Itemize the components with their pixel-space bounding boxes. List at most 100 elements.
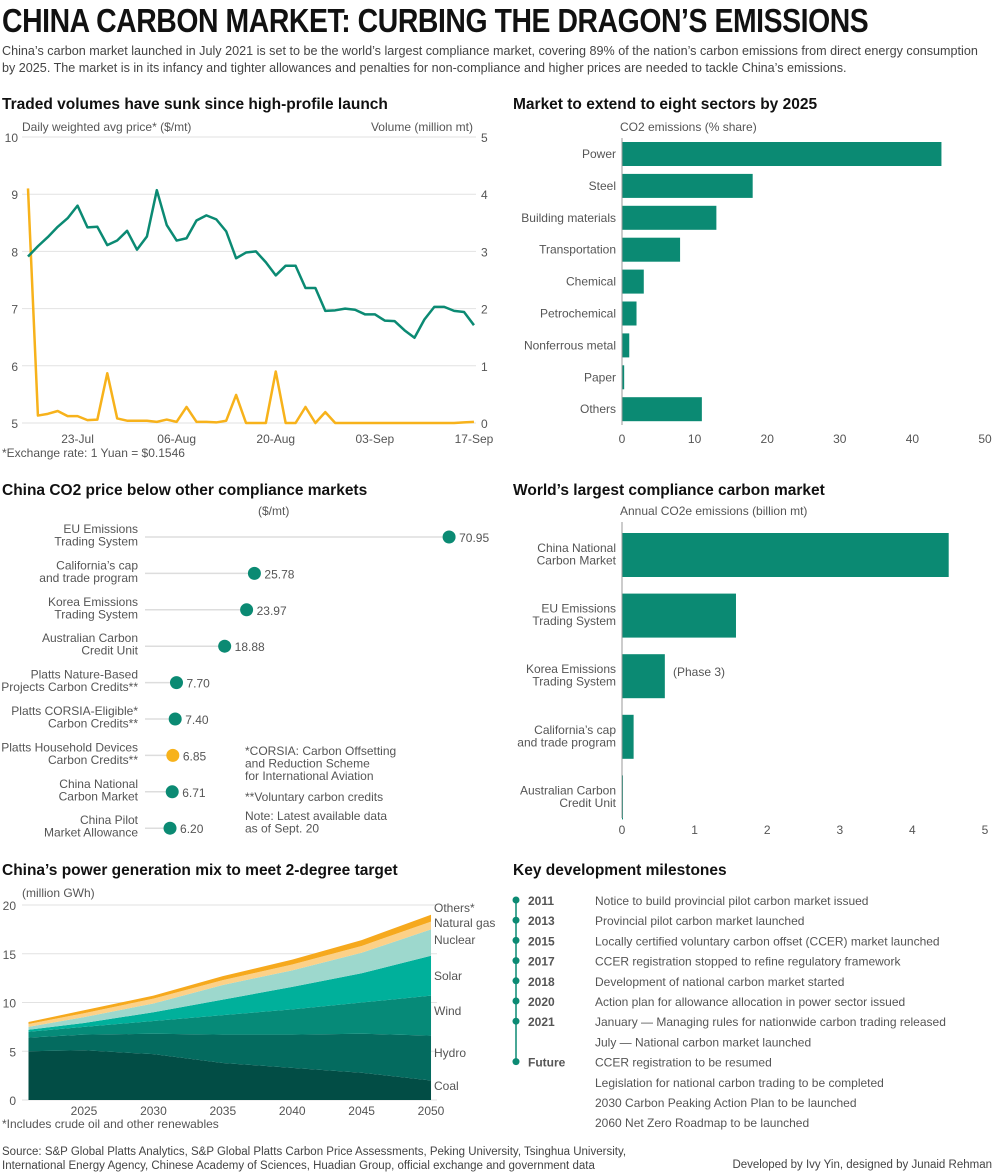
- x-tick-label: 30: [833, 432, 847, 446]
- series-label: Wind: [434, 1004, 461, 1018]
- price-dot: [218, 639, 232, 653]
- market-label: Carbon Credits**: [48, 753, 138, 767]
- price-dot: [240, 603, 254, 617]
- timeline-dot: [512, 997, 520, 1005]
- market-bar: [622, 533, 949, 577]
- milestone-text: Provincial pilot carbon market launched: [595, 914, 804, 928]
- x-tick-label: 06-Aug: [157, 432, 196, 446]
- market-label: EU Emissions: [541, 602, 616, 616]
- chart-title-sectors: Market to extend to eight sectors by 202…: [513, 96, 818, 113]
- x-tick-label: 17-Sep: [455, 432, 494, 446]
- y-tick-label: 20: [3, 899, 17, 913]
- market-label: Korea Emissions: [48, 595, 138, 609]
- bar-others: [622, 397, 702, 422]
- series-label: Natural gas: [434, 916, 495, 930]
- market-bar: [622, 593, 736, 638]
- market-label: China National: [537, 541, 616, 555]
- market-label: Trading System: [54, 607, 138, 621]
- market-label: Market Allowance: [44, 826, 138, 840]
- price-label: 6.71: [182, 786, 206, 800]
- source-note: Source: S&P Global Platts Analytics, S&P…: [2, 1146, 627, 1172]
- x-tick-label: 5: [982, 823, 989, 837]
- chart-title-volumes: Traded volumes have sunk since high-prof…: [2, 96, 388, 113]
- milestone-year: 2018: [528, 975, 555, 989]
- y-tick-label: 5: [9, 1045, 16, 1059]
- market-label: Platts Household Devices: [1, 740, 138, 754]
- y-tick-right: 4: [481, 188, 488, 202]
- note-voluntary: **Voluntary carbon credits: [245, 790, 383, 804]
- footnote-exchange-rate: *Exchange rate: 1 Yuan = $0.1546: [2, 446, 185, 460]
- price-line: [27, 188, 475, 340]
- page-title: CHINA CARBON MARKET: CURBING THE DRAGON’…: [2, 2, 869, 39]
- market-label: Credit Unit: [559, 796, 616, 810]
- price-dot: [166, 748, 180, 762]
- market-label: California’s cap: [56, 558, 138, 572]
- price-label: 6.20: [180, 822, 204, 836]
- milestone-text: January — Managing rules for nationwide …: [595, 1015, 946, 1029]
- x-tick-label: 2050: [418, 1104, 445, 1118]
- milestone-year: 2015: [528, 934, 555, 948]
- milestone-text: CCER registration stopped to refine regu…: [595, 955, 901, 969]
- market-label: and trade program: [517, 735, 616, 749]
- y-tick-left: 6: [11, 360, 18, 374]
- legend-price: Daily weighted avg price* ($/mt): [22, 120, 191, 134]
- chart-title-power-mix: China’s power generation mix to meet 2-d…: [2, 862, 398, 879]
- bar-building-materials: [622, 205, 717, 230]
- x-tick-label: 2: [764, 823, 771, 837]
- price-label: 6.85: [183, 749, 207, 763]
- y-tick-label: 0: [9, 1094, 16, 1108]
- price-dot: [442, 530, 456, 544]
- area-wind: [28, 995, 432, 1038]
- series-label: Hydro: [434, 1046, 466, 1060]
- market-label: Korea Emissions: [526, 662, 616, 676]
- milestone-text: Locally certified voluntary carbon offse…: [595, 934, 940, 948]
- x-tick-label: 2030: [140, 1104, 167, 1118]
- x-tick-label: 1: [691, 823, 698, 837]
- area-coal: [28, 1050, 432, 1100]
- market-bar: [622, 654, 665, 699]
- chart-title-prices: China CO2 price below other compliance m…: [2, 482, 368, 499]
- milestone-year: 2017: [528, 955, 555, 969]
- market-label: Platts CORSIA-Eligible*: [11, 704, 138, 718]
- y-tick-left: 7: [11, 303, 18, 317]
- note-corsia: *CORSIA: Carbon Offsetting: [245, 744, 396, 758]
- milestone-year: 2020: [528, 995, 555, 1009]
- credit-note: Developed by Ivy Yin, designed by Junaid…: [732, 1159, 992, 1171]
- series-label: Solar: [434, 969, 462, 983]
- milestone-text: CCER registration to be resumed: [595, 1056, 772, 1070]
- milestone-year: 2021: [528, 1015, 555, 1029]
- price-label: 18.88: [235, 640, 265, 654]
- market-label: Australian Carbon: [42, 631, 138, 645]
- price-label: 7.70: [186, 677, 210, 691]
- price-dot: [165, 785, 179, 799]
- series-label: Coal: [434, 1079, 459, 1093]
- market-label: Trading System: [532, 614, 616, 628]
- x-tick-label: 10: [688, 432, 702, 446]
- x-tick-label: 2040: [279, 1104, 306, 1118]
- note-latest-data: as of Sept. 20: [245, 822, 319, 836]
- note-corsia: and Reduction Scheme: [245, 757, 370, 771]
- area-natural-gas: [28, 921, 432, 1027]
- market-label: Australian Carbon: [520, 783, 616, 797]
- milestone-text: July — National carbon market launched: [595, 1035, 811, 1049]
- note-latest-data: Note: Latest available data: [245, 809, 387, 823]
- x-tick-label: 2045: [348, 1104, 375, 1118]
- x-tick-label: 3: [836, 823, 843, 837]
- milestones-title: Key development milestones: [513, 862, 727, 879]
- y-tick-right: 1: [481, 360, 488, 374]
- y-tick-left: 8: [11, 245, 18, 259]
- area-solar: [28, 955, 432, 1032]
- price-dot: [163, 821, 177, 835]
- timeline-dot: [512, 977, 520, 985]
- market-label: Carbon Market: [59, 789, 139, 803]
- y-tick-label: 15: [3, 948, 17, 962]
- category-label: Others: [580, 402, 616, 416]
- x-tick-label: 2035: [209, 1104, 236, 1118]
- axis-label: (million GWh): [22, 886, 95, 900]
- x-tick-label: 0: [619, 432, 626, 446]
- legend-volume: Volume (million mt): [371, 120, 473, 134]
- price-label: 25.78: [264, 567, 294, 581]
- milestone-year: 2013: [528, 914, 555, 928]
- timeline-dot: [512, 936, 520, 944]
